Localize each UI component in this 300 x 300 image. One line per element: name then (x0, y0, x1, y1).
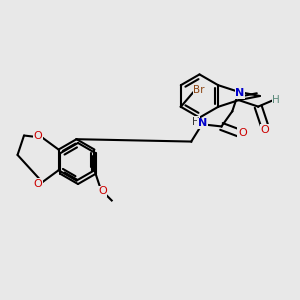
Text: O: O (98, 186, 107, 196)
Text: O: O (34, 131, 42, 141)
Text: H: H (192, 117, 200, 127)
Text: N: N (235, 88, 244, 98)
Text: O: O (34, 178, 42, 189)
Text: O: O (238, 128, 247, 138)
Text: O: O (260, 124, 269, 135)
Text: N: N (198, 118, 207, 128)
Text: Br: Br (194, 85, 205, 95)
Text: H: H (272, 95, 280, 105)
